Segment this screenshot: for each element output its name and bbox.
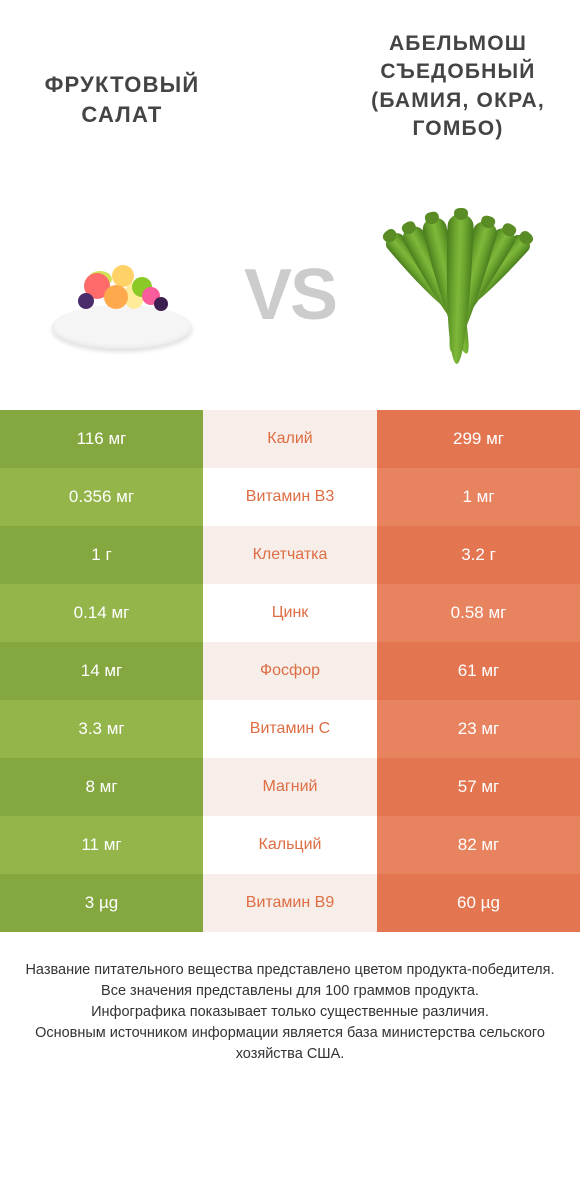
okra-icon	[358, 200, 558, 390]
nutrient-name: Калий	[203, 410, 377, 468]
left-value: 0.356 мг	[0, 468, 203, 526]
nutrient-table: 116 мгКалий299 мг0.356 мгВитамин B31 мг1…	[0, 410, 580, 932]
left-value: 3 µg	[0, 874, 203, 932]
left-product-title: ФРУКТОВЫЙ САЛАТ	[10, 30, 234, 129]
table-row: 0.14 мгЦинк0.58 мг	[0, 584, 580, 642]
table-row: 116 мгКалий299 мг	[0, 410, 580, 468]
left-value: 0.14 мг	[0, 584, 203, 642]
footnote: Название питательного вещества представл…	[0, 932, 580, 1065]
right-value: 299 мг	[377, 410, 580, 468]
right-value: 57 мг	[377, 758, 580, 816]
header: ФРУКТОВЫЙ САЛАТ АБЕЛЬМОШ СЪЕДОБНЫЙ (БАМИ…	[0, 0, 580, 200]
right-value: 23 мг	[377, 700, 580, 758]
vs-label: VS	[244, 254, 336, 336]
footnote-line: Инфографика показывает только существенн…	[22, 1002, 558, 1023]
right-value: 3.2 г	[377, 526, 580, 584]
table-row: 1 гКлетчатка3.2 г	[0, 526, 580, 584]
table-row: 0.356 мгВитамин B31 мг	[0, 468, 580, 526]
right-value: 61 мг	[377, 642, 580, 700]
right-value: 82 мг	[377, 816, 580, 874]
left-value: 116 мг	[0, 410, 203, 468]
left-value: 1 г	[0, 526, 203, 584]
footnote-line: Все значения представлены для 100 граммо…	[22, 981, 558, 1002]
right-product-title: АБЕЛЬМОШ СЪЕДОБНЫЙ (БАМИЯ, ОКРА, ГОМБО)	[346, 30, 570, 143]
right-product-image	[346, 205, 570, 385]
right-value: 1 мг	[377, 468, 580, 526]
nutrient-name: Фосфор	[203, 642, 377, 700]
nutrient-name: Кальций	[203, 816, 377, 874]
table-row: 11 мгКальций82 мг	[0, 816, 580, 874]
footnote-line: Название питательного вещества представл…	[22, 960, 558, 981]
left-product-image	[10, 205, 234, 385]
images-row: VS	[0, 200, 580, 410]
nutrient-name: Клетчатка	[203, 526, 377, 584]
nutrient-name: Витамин C	[203, 700, 377, 758]
left-value: 11 мг	[0, 816, 203, 874]
nutrient-name: Магний	[203, 758, 377, 816]
table-row: 3.3 мгВитамин C23 мг	[0, 700, 580, 758]
table-row: 14 мгФосфор61 мг	[0, 642, 580, 700]
right-value: 0.58 мг	[377, 584, 580, 642]
nutrient-name: Витамин B9	[203, 874, 377, 932]
table-row: 8 мгМагний57 мг	[0, 758, 580, 816]
table-row: 3 µgВитамин B960 µg	[0, 874, 580, 932]
nutrient-name: Цинк	[203, 584, 377, 642]
vs-column: VS	[234, 254, 346, 336]
left-value: 14 мг	[0, 642, 203, 700]
footnote-line: Основным источником информации является …	[22, 1023, 558, 1065]
left-value: 3.3 мг	[0, 700, 203, 758]
fruit-salad-icon	[42, 235, 202, 355]
nutrient-name: Витамин B3	[203, 468, 377, 526]
left-value: 8 мг	[0, 758, 203, 816]
right-value: 60 µg	[377, 874, 580, 932]
